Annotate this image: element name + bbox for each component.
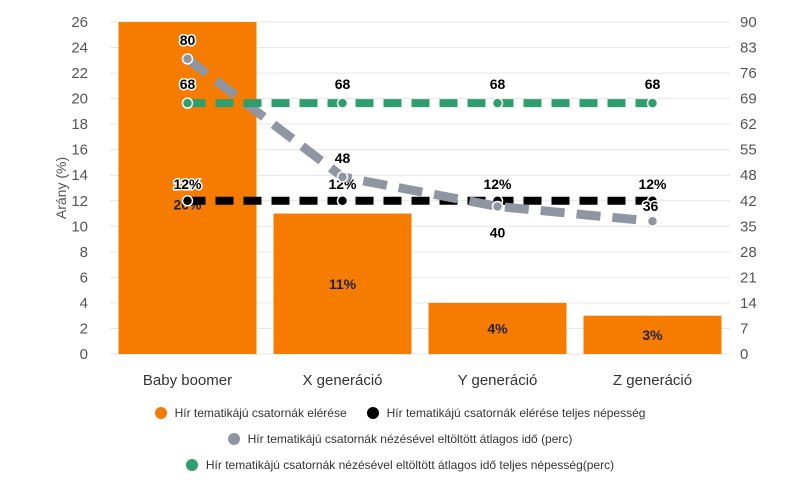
y2-tick-label: 55 — [740, 142, 757, 159]
data-point — [336, 195, 349, 207]
y-axis-title: Arány (%) — [53, 157, 69, 219]
y-tick-label: 4 — [80, 295, 88, 312]
point-value-label: 68 — [335, 76, 351, 92]
bar — [118, 22, 257, 354]
y2-tick-label: 21 — [740, 269, 757, 286]
x-tick-label: X generáció — [302, 372, 382, 389]
y-tick-label: 8 — [80, 244, 88, 261]
y-tick-label: 26 — [71, 14, 88, 31]
y-tick-label: 14 — [71, 167, 88, 184]
legend-row-2: Hír tematikájú csatornák nézésével eltöl… — [0, 426, 800, 452]
y2-tick-label: 76 — [740, 65, 757, 82]
y2-tick-label: 14 — [740, 295, 757, 312]
y-tick-label: 18 — [71, 116, 88, 133]
series-line — [184, 55, 653, 226]
y2-tick-label: 90 — [740, 14, 757, 31]
legend-swatch-bar — [154, 407, 167, 419]
legend: Hír tematikájú csatornák elérése Hír tem… — [0, 400, 800, 478]
y-tick-label: 20 — [71, 91, 88, 108]
y2-tick-label: 0 — [740, 346, 748, 363]
legend-label-black-line: Hír tematikájú csatornák elérése teljes … — [386, 406, 646, 420]
x-tick-label: Baby boomer — [143, 372, 232, 389]
point-value-label: 68 — [180, 76, 196, 92]
legend-item-black-line: Hír tematikájú csatornák elérése teljes … — [366, 406, 646, 420]
y2-tick-label: 42 — [740, 193, 757, 210]
x-tick-label: Z generáció — [613, 372, 692, 389]
point-value-label: 36 — [643, 198, 659, 214]
bar — [583, 315, 722, 354]
y-tick-label: 24 — [71, 40, 88, 57]
bar — [273, 213, 412, 354]
y2-tick-label: 48 — [740, 167, 757, 184]
bar-value-label: 11% — [329, 276, 357, 292]
y-tick-label: 22 — [71, 65, 88, 82]
legend-label-bar: Hír tematikájú csatornák elérése — [174, 406, 347, 420]
bar-value-label: 3% — [642, 327, 663, 343]
bar — [428, 302, 567, 354]
x-tick-label: Y generáció — [458, 372, 538, 389]
data-point — [181, 195, 194, 207]
y-tick-label: 2 — [80, 320, 88, 337]
y-tick-label: 16 — [71, 142, 88, 159]
point-value-label: 68 — [490, 76, 506, 92]
legend-swatch-gray-line — [227, 433, 240, 445]
point-value-label: 12% — [638, 176, 667, 192]
y2-tick-label: 62 — [740, 116, 757, 133]
y-tick-label: 0 — [80, 346, 88, 363]
legend-label-gray-line: Hír tematikájú csatornák nézésével eltöl… — [247, 432, 573, 446]
legend-row-1: Hír tematikájú csatornák elérése Hír tem… — [0, 400, 800, 426]
y2-tick-label: 35 — [740, 218, 757, 235]
point-value-label: 68 — [645, 76, 661, 92]
point-value-label: 12% — [483, 176, 512, 192]
data-point — [181, 97, 194, 109]
legend-label-green-line: Hír tematikájú csatornák nézésével eltöl… — [205, 458, 615, 472]
y-tick-label: 10 — [71, 218, 88, 235]
y2-tick-label: 7 — [740, 320, 748, 337]
legend-swatch-black-line — [366, 407, 379, 419]
chart-svg: 0246810121416182022242607142128354248556… — [53, 14, 757, 389]
data-point — [646, 97, 659, 109]
legend-item-green-line: Hír tematikájú csatornák nézésével eltöl… — [185, 458, 615, 472]
data-point — [491, 97, 504, 109]
data-point — [336, 97, 349, 109]
point-value-label: 80 — [180, 32, 196, 48]
y2-tick-label: 69 — [740, 91, 757, 108]
data-point — [491, 200, 504, 213]
y2-tick-label: 83 — [740, 40, 757, 57]
legend-swatch-green-line — [185, 459, 198, 471]
data-point — [646, 195, 659, 207]
legend-row-3: Hír tematikájú csatornák nézésével eltöl… — [0, 452, 800, 478]
y-tick-label: 6 — [80, 269, 88, 286]
legend-item-gray-line: Hír tematikájú csatornák nézésével eltöl… — [227, 432, 573, 446]
point-value-label: 12% — [173, 176, 202, 192]
data-point — [336, 171, 349, 183]
y-tick-label: 12 — [71, 193, 88, 210]
bar-value-label: 4% — [487, 320, 508, 336]
data-point — [646, 215, 659, 227]
legend-item-bar: Hír tematikájú csatornák elérése — [154, 406, 347, 420]
point-value-label: 40 — [490, 224, 506, 240]
point-value-label: 48 — [335, 150, 351, 166]
data-point — [181, 53, 194, 65]
y2-tick-label: 28 — [740, 244, 757, 261]
